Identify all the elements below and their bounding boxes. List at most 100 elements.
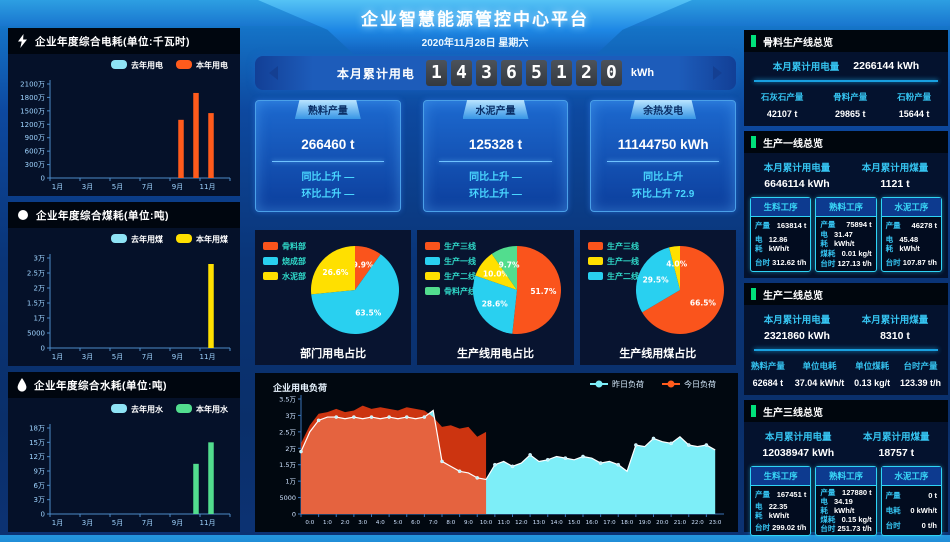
svg-text:0: 0 bbox=[41, 175, 45, 183]
process-stat-line: 煤耗 0.01 kg/t bbox=[820, 249, 871, 258]
legend-item[interactable]: 今日负荷 bbox=[662, 379, 716, 389]
process-stat-line: 台时 0 t/h bbox=[886, 521, 937, 530]
svg-text:2:0: 2:0 bbox=[341, 520, 350, 526]
stats-row: 熟料产量 62684 t 单位电耗 37.04 kWh/t 单位煤耗 0.13 kg/t 台… bbox=[744, 353, 948, 395]
legend-item[interactable]: 生产三线 bbox=[587, 241, 639, 251]
process-stat-label: 产量 bbox=[755, 221, 770, 231]
legend-item[interactable]: 生产一线 bbox=[425, 256, 476, 266]
kpi-yoy: 同比上升 — bbox=[469, 172, 522, 183]
stat-label: 单位电耗 bbox=[802, 361, 837, 371]
svg-text:11月: 11月 bbox=[200, 519, 216, 527]
process-stat-label: 电耗 bbox=[820, 229, 828, 248]
process-stat-line: 台时 312.62 t/h bbox=[755, 258, 806, 267]
totals-row: 本月累计用电量 6646114 kWh 本月累计用煤量 1121 t bbox=[744, 153, 948, 195]
process-cards-row: 生料工序 产量 163814 t 电耗 12.86 kWh/t 台时 312.62 t/h 熟… bbox=[744, 195, 948, 278]
svg-text:本年用水: 本年用水 bbox=[195, 404, 229, 414]
process-card: 生料工序 产量 167451 t 电耗 22.35 kWh/t 台时 299.02 t/h bbox=[750, 466, 812, 536]
svg-text:5月: 5月 bbox=[112, 519, 123, 527]
pie-slice bbox=[512, 246, 562, 334]
pie-slice bbox=[475, 253, 518, 290]
kpi-mom: 环比上升 — bbox=[469, 189, 522, 200]
process-stat-value: 127880 t bbox=[842, 488, 872, 497]
process-card: 熟料工序 产量 127880 t 电耗 34.19 kWh/t 煤耗 0.15 kg/t 台时… bbox=[815, 466, 877, 536]
svg-text:11:0: 11:0 bbox=[498, 520, 511, 526]
right-panel-3: 生产二线总览 本月累计用电量 2321860 kWh 本月累计用煤量 8310 t 熟料产… bbox=[744, 283, 948, 395]
process-stat-line: 电耗 12.86 kWh/t bbox=[755, 235, 806, 253]
stat-label: 骨料产量 bbox=[833, 92, 868, 102]
legend-item[interactable]: 骨料产线 bbox=[425, 286, 476, 296]
process-card: 熟料工序 产量 75894 t 电耗 31.47 kWh/t 煤耗 0.01 kg/t 台时 1… bbox=[815, 197, 877, 272]
right-panel-2: 生产一线总览 本月累计用电量 6646114 kWh 本月累计用煤量 1121 t 生料工… bbox=[744, 131, 948, 278]
legend-item[interactable]: 本年用水 bbox=[176, 404, 229, 414]
counter-unit: kWh bbox=[630, 67, 655, 79]
svg-text:9月: 9月 bbox=[172, 519, 183, 527]
kpi-card-3: 余热发电 11144750 kWh 同比上升 环比上升 72.9 bbox=[590, 100, 737, 212]
svg-text:20:0: 20:0 bbox=[656, 520, 669, 526]
svg-text:1200万: 1200万 bbox=[20, 121, 45, 129]
process-stat-line: 产量 75894 t bbox=[820, 220, 871, 229]
total-stat: 本月累计用电量 2321860 kWh bbox=[764, 312, 831, 342]
counter-digit: 2 bbox=[575, 60, 597, 86]
svg-text:1800万: 1800万 bbox=[20, 94, 45, 102]
legend-item[interactable]: 骨料部 bbox=[263, 241, 306, 251]
svg-text:13:0: 13:0 bbox=[533, 520, 546, 526]
svg-text:本年用煤: 本年用煤 bbox=[195, 234, 228, 244]
svg-text:6万: 6万 bbox=[34, 482, 45, 490]
total-label: 本月累计用煤量 bbox=[861, 315, 929, 326]
svg-text:3万: 3万 bbox=[34, 255, 45, 263]
legend-item[interactable]: 生产一线 bbox=[587, 256, 639, 266]
total-label: 本月累计用电量 bbox=[763, 163, 831, 174]
legend-item[interactable]: 生产三线 bbox=[425, 241, 476, 251]
svg-text:26.6%: 26.6% bbox=[322, 268, 349, 277]
legend-item[interactable]: 昨日负荷 bbox=[590, 379, 644, 389]
totals-row: 本月累计用电量 12038947 kWh 本月累计用煤量 18757 t bbox=[744, 422, 948, 464]
svg-text:0: 0 bbox=[41, 511, 45, 519]
svg-text:12:0: 12:0 bbox=[515, 520, 528, 526]
svg-text:1:0: 1:0 bbox=[323, 520, 332, 526]
process-stat-value: 299.02 t/h bbox=[772, 522, 807, 532]
legend-item[interactable]: 生产二线 bbox=[587, 271, 639, 281]
stat-value: 62684 t bbox=[752, 378, 784, 388]
process-stat-value: 0.15 kg/t bbox=[841, 515, 872, 524]
legend-item[interactable]: 烧成部 bbox=[263, 256, 306, 266]
kpi-divider bbox=[271, 161, 384, 162]
panel-line-electricity-pie: 生产三线 生产一线 生产二线 骨料产线 51.7% 28.6% 10.0% 9.7% 生产线用… bbox=[417, 230, 574, 365]
annual-electricity-bar-chart: 本年用电 去年用电 0 300万 600万 900万 1200万 1500万 1800万 2100… bbox=[8, 54, 240, 196]
process-stat-line: 电耗 22.35 kWh/t bbox=[755, 502, 806, 520]
legend-item[interactable]: 本年用电 bbox=[176, 60, 228, 70]
legend-item[interactable]: 水泥部 bbox=[263, 271, 306, 281]
stat-value: 42107 t bbox=[766, 109, 798, 119]
panel-title: 企业年度综合水耗(单位:吨) bbox=[34, 379, 167, 392]
svg-text:9月: 9月 bbox=[172, 353, 183, 361]
svg-text:21:0: 21:0 bbox=[674, 520, 687, 526]
process-stat-value: 251.73 t/h bbox=[837, 524, 872, 533]
svg-text:2万: 2万 bbox=[285, 445, 296, 453]
legend-item[interactable]: 去年用电 bbox=[111, 60, 163, 70]
panel-title: 企业年度综合电耗(单位:千瓦时) bbox=[35, 35, 190, 48]
svg-text:1万: 1万 bbox=[34, 315, 45, 323]
bar-chart-svg: 本年用煤 去年用煤 0 5000 1万 1.5万 2万 2.5万 3万 1月 3月 5月 7月 9月 11月 bbox=[27, 234, 231, 361]
svg-text:去年用电: 去年用电 bbox=[131, 60, 163, 70]
svg-text:10:0: 10:0 bbox=[480, 520, 493, 526]
legend-item[interactable]: 去年用煤 bbox=[111, 234, 163, 244]
svg-text:11月: 11月 bbox=[200, 353, 216, 361]
legend-item[interactable]: 本年用煤 bbox=[176, 234, 228, 244]
pie-slice bbox=[355, 246, 381, 290]
process-stat-label: 电耗 bbox=[820, 497, 828, 515]
bar bbox=[193, 463, 199, 514]
process-stat-label: 产量 bbox=[820, 488, 836, 497]
legend-item[interactable]: 去年用水 bbox=[111, 404, 164, 414]
svg-text:烧成部: 烧成部 bbox=[282, 256, 306, 266]
svg-text:水泥部: 水泥部 bbox=[281, 271, 306, 281]
panel-annual-electricity: 企业年度综合电耗(单位:千瓦时) 本年用电 去年用电 0 300万 600万 900万 12… bbox=[8, 28, 240, 196]
process-stat-label: 电耗 bbox=[885, 234, 894, 253]
total-value: 2266144 kWh bbox=[853, 60, 920, 72]
process-stat-line: 产量 0 t bbox=[886, 491, 937, 500]
legend-item[interactable]: 生产二线 bbox=[425, 271, 476, 281]
kpi-value: 125328 t bbox=[468, 137, 523, 152]
process-stat-label: 产量 bbox=[820, 219, 836, 229]
process-stat-label: 台时 bbox=[885, 257, 901, 267]
svg-text:5000: 5000 bbox=[27, 330, 45, 338]
process-stat-line: 产量 163814 t bbox=[755, 221, 806, 230]
stat: 台时产量 123.39 t/h bbox=[900, 360, 941, 388]
